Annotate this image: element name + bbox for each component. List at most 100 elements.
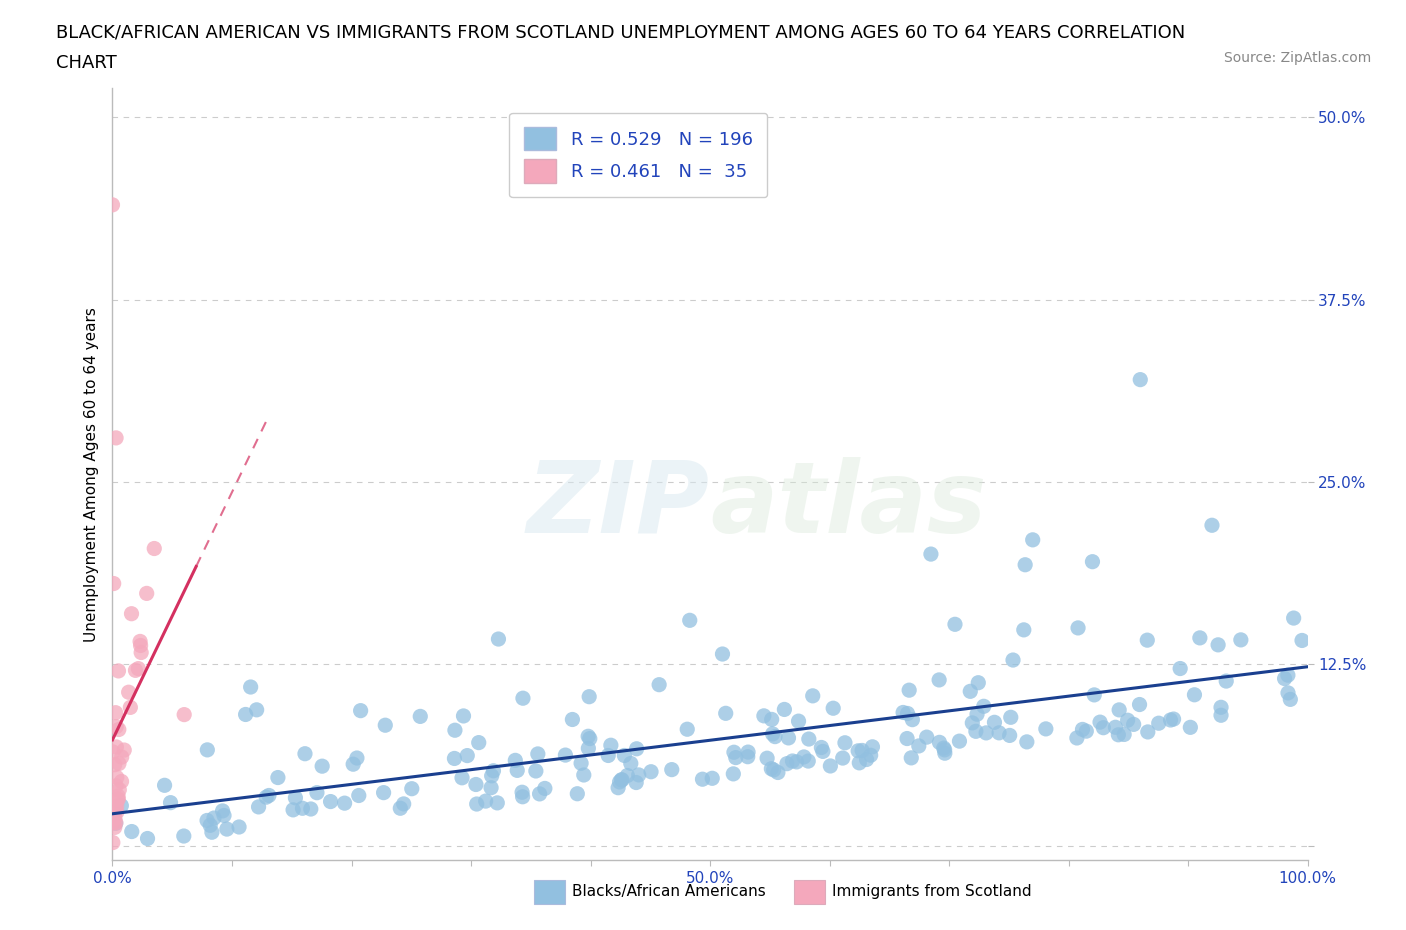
Point <box>1083 687 1105 702</box>
Point <box>104 816 127 830</box>
Point <box>572 767 595 782</box>
Point <box>228 819 250 834</box>
Point <box>103 807 125 822</box>
Point <box>1180 720 1202 735</box>
Point <box>714 706 737 721</box>
Point <box>482 764 505 778</box>
Point <box>1277 685 1299 700</box>
Point <box>342 757 364 772</box>
Point <box>1230 632 1253 647</box>
Point <box>1012 622 1035 637</box>
Point <box>782 753 804 768</box>
Point <box>737 750 759 764</box>
Point <box>607 780 630 795</box>
Point <box>103 576 125 591</box>
Point <box>1088 714 1111 729</box>
Text: CHART: CHART <box>56 54 117 72</box>
Point <box>107 791 129 806</box>
Point <box>486 795 509 810</box>
Point <box>173 829 195 844</box>
Point <box>962 715 984 730</box>
Point <box>723 766 745 781</box>
Point <box>851 743 873 758</box>
Point <box>129 645 152 660</box>
Point <box>284 790 307 805</box>
Point <box>129 634 152 649</box>
Point <box>281 803 304 817</box>
Point <box>1015 735 1038 750</box>
Point <box>108 756 131 771</box>
Point <box>319 794 342 809</box>
Point <box>294 746 316 761</box>
Point <box>1104 720 1126 735</box>
Point <box>1168 661 1191 676</box>
Point <box>257 788 280 803</box>
Point <box>195 742 218 757</box>
Point <box>101 197 124 212</box>
Point <box>527 747 550 762</box>
Point <box>201 825 224 840</box>
Point <box>104 811 127 826</box>
Point <box>610 772 633 787</box>
Point <box>105 799 128 814</box>
Y-axis label: Unemployment Among Ages 60 to 64 years: Unemployment Among Ages 60 to 64 years <box>83 307 98 642</box>
Point <box>928 672 950 687</box>
Point <box>763 729 786 744</box>
Point <box>915 730 938 745</box>
Point <box>773 702 796 717</box>
Point <box>599 737 621 752</box>
Point <box>195 813 218 828</box>
Point <box>159 795 181 810</box>
Point <box>444 723 467 737</box>
Point <box>1035 722 1057 737</box>
Point <box>135 586 157 601</box>
Point <box>247 800 270 815</box>
Point <box>1201 518 1223 533</box>
Point <box>465 777 488 792</box>
Point <box>1071 722 1094 737</box>
Point <box>934 742 956 757</box>
Point <box>108 782 131 797</box>
Point <box>1209 708 1232 723</box>
Point <box>810 740 832 755</box>
Point <box>107 792 129 807</box>
Text: BLACK/AFRICAN AMERICAN VS IMMIGRANTS FROM SCOTLAND UNEMPLOYMENT AMONG AGES 60 TO: BLACK/AFRICAN AMERICAN VS IMMIGRANTS FRO… <box>56 23 1185 41</box>
Point <box>569 756 592 771</box>
Point <box>723 745 745 760</box>
Point <box>679 613 702 628</box>
Point <box>831 751 853 765</box>
Point <box>959 684 981 698</box>
Point <box>104 757 127 772</box>
Text: Source: ZipAtlas.com: Source: ZipAtlas.com <box>1223 51 1371 65</box>
Point <box>510 785 533 800</box>
Point <box>554 748 576 763</box>
Legend: R = 0.529   N = 196, R = 0.461   N =  35: R = 0.529 N = 196, R = 0.461 N = 35 <box>509 113 768 197</box>
Point <box>928 735 950 750</box>
Point <box>576 729 599 744</box>
Point <box>862 739 884 754</box>
Point <box>620 756 643 771</box>
Point <box>891 705 914 720</box>
Point <box>901 712 924 727</box>
Point <box>762 726 785 741</box>
Point <box>761 712 783 727</box>
Point <box>1206 637 1229 652</box>
Point <box>107 789 129 804</box>
Point <box>900 751 922 765</box>
Point <box>778 730 800 745</box>
Point <box>576 741 599 756</box>
Point <box>724 751 747 765</box>
Point <box>506 763 529 777</box>
Point <box>898 683 921 698</box>
Point <box>105 778 128 793</box>
Point <box>859 748 882 763</box>
Point <box>451 770 474 785</box>
Point <box>610 773 633 788</box>
Point <box>305 785 328 800</box>
Point <box>349 703 371 718</box>
Point <box>676 722 699 737</box>
Point <box>846 743 869 758</box>
Point <box>409 709 432 724</box>
Point <box>692 772 714 787</box>
Text: atlas: atlas <box>710 457 987 553</box>
